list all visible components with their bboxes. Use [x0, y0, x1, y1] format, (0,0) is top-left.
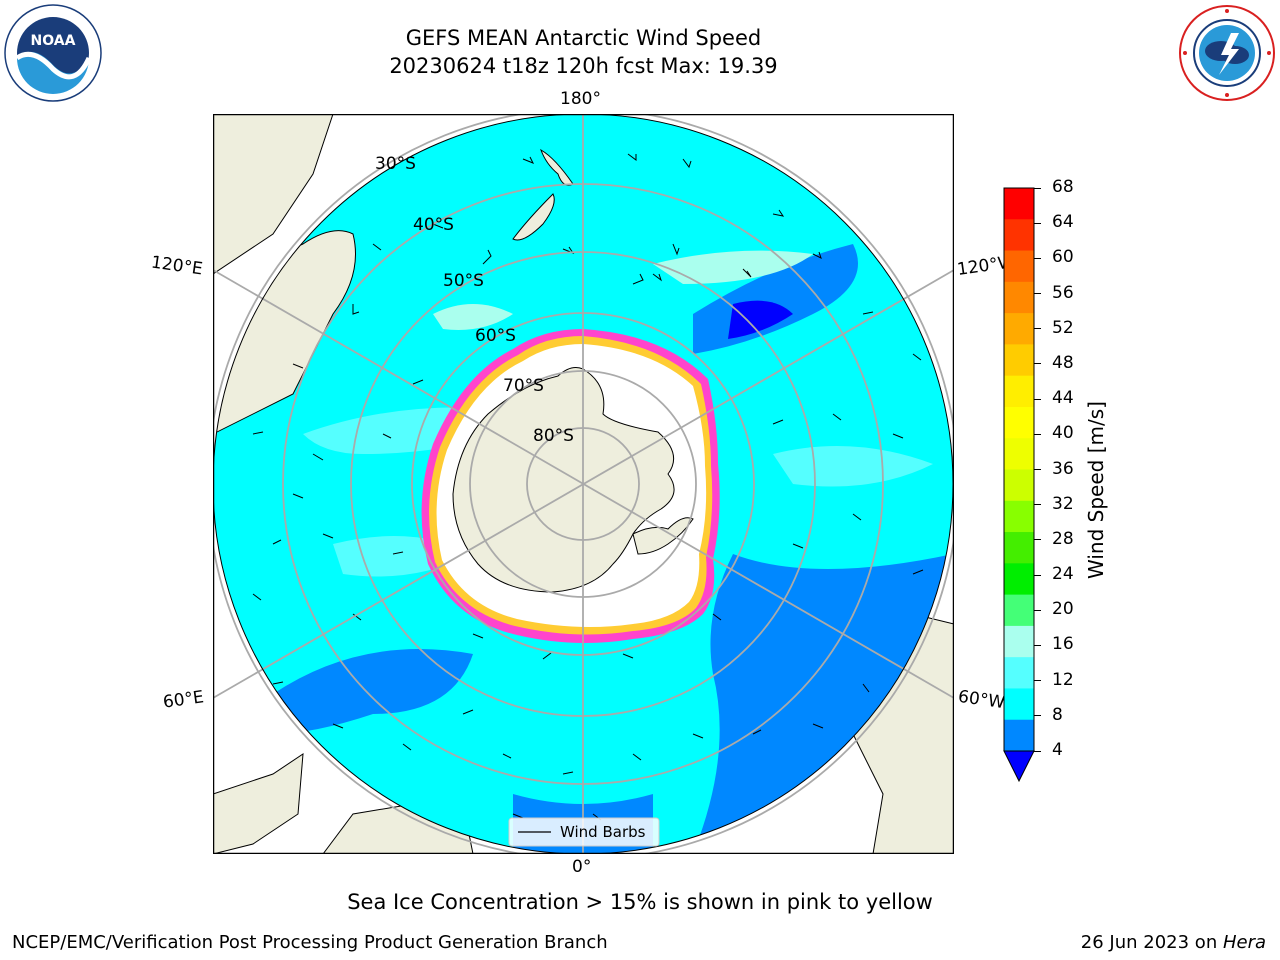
- footer-left: NCEP/EMC/Verification Post Processing Pr…: [12, 932, 608, 953]
- colorbar-tick-mark: [1034, 187, 1041, 189]
- colorbar-tick-mark: [1034, 433, 1041, 435]
- colorbar-segment: [1004, 532, 1034, 564]
- colorbar-tick-mark: [1034, 328, 1041, 330]
- colorbar-tick-label: 20: [1052, 599, 1074, 620]
- lat-label-40s: 40°S: [413, 215, 454, 235]
- lat-label-30s: 30°S: [375, 154, 416, 174]
- map-legend: Wind Barbs: [508, 817, 660, 847]
- lon-label-120e: 120°E: [149, 252, 204, 280]
- colorbar-segment: [1004, 188, 1034, 220]
- colorbar-segment: [1004, 500, 1034, 533]
- lon-label-0: 0°: [572, 857, 592, 877]
- footer-host: Hera: [1222, 932, 1266, 953]
- colorbar-tick-label: 24: [1052, 564, 1074, 585]
- colorbar-segment: [1004, 438, 1034, 470]
- colorbar-tick-mark: [1034, 680, 1041, 682]
- chart-title: GEFS MEAN Antarctic Wind Speed: [405, 26, 762, 50]
- nws-logo: [1177, 3, 1277, 103]
- colorbar-segment: [1004, 469, 1034, 502]
- caption: Sea Ice Concentration > 15% is shown in …: [347, 890, 933, 914]
- colorbar-segment: [1004, 406, 1034, 439]
- colorbar-segment: [1004, 625, 1034, 658]
- colorbar-tick-label: 64: [1052, 212, 1074, 233]
- colorbar-tick-label: 4: [1052, 740, 1063, 760]
- lon-label-60e: 60°E: [161, 687, 206, 713]
- colorbar-tick-label: 8: [1052, 704, 1063, 725]
- lat-label-80s: 80°S: [533, 426, 574, 446]
- colorbar-segment: [1004, 250, 1034, 283]
- colorbar-tick-label: 32: [1052, 493, 1074, 514]
- lat-label-60s: 60°S: [475, 326, 516, 346]
- graticule: [213, 114, 954, 854]
- colorbar-tick-mark: [1034, 293, 1041, 295]
- colorbar-tick-label: 36: [1052, 458, 1074, 479]
- polar-map: 30°S 40°S 50°S 60°S 70°S 80°S Wind Barbs: [212, 113, 955, 855]
- colorbar-tick-label: 60: [1052, 247, 1074, 268]
- noaa-logo-text: NOAA: [31, 33, 76, 49]
- chart-subtitle: 20230624 t18z 120h fcst Max: 19.39: [389, 54, 778, 78]
- legend-entry-wind-barbs: Wind Barbs: [560, 823, 646, 841]
- colorbar-tick-mark: [1034, 644, 1041, 646]
- colorbar-segment: [1004, 313, 1034, 345]
- lat-label-70s: 70°S: [503, 376, 544, 396]
- colorbar-segment: [1004, 657, 1034, 689]
- map-frame: 30°S 40°S 50°S 60°S 70°S 80°S Wind Barbs: [212, 113, 955, 855]
- colorbar-tick-mark: [1034, 398, 1041, 400]
- colorbar-tick-label: 40: [1052, 423, 1074, 444]
- colorbar-tick-mark: [1034, 257, 1041, 259]
- colorbar-segment: [1004, 688, 1034, 721]
- lon-label-60w: 60°W: [956, 686, 1007, 714]
- colorbar-tick-mark: [1034, 539, 1041, 541]
- colorbar-tick-mark: [1034, 504, 1041, 506]
- wind-barbs: [252, 153, 924, 821]
- colorbar-tick-label: 44: [1052, 388, 1074, 409]
- colorbar-tick-mark: [1034, 750, 1041, 752]
- colorbar-tick-mark: [1034, 222, 1041, 224]
- colorbar-tick-mark: [1034, 715, 1041, 717]
- colorbar-segment: [1004, 219, 1034, 252]
- colorbar-tick-label: 16: [1052, 634, 1074, 655]
- colorbar-segment: [1004, 281, 1034, 314]
- colorbar: [1000, 186, 1040, 786]
- colorbar-tick-label: 52: [1052, 317, 1074, 338]
- colorbar-tick-label: 56: [1052, 282, 1074, 303]
- colorbar-segment: [1004, 594, 1034, 627]
- colorbar-tick-label: 68: [1052, 177, 1074, 197]
- footer-right: 26 Jun 2023 on Hera: [1081, 932, 1266, 953]
- colorbar-tick-label: 12: [1052, 669, 1074, 690]
- footer-date: 26 Jun 2023 on: [1080, 932, 1223, 953]
- lon-label-180: 180°: [560, 89, 601, 109]
- colorbar-tick-mark: [1034, 609, 1041, 611]
- noaa-logo: NOAA: [3, 3, 103, 103]
- colorbar-tick-mark: [1034, 363, 1041, 365]
- colorbar-under-triangle: [1003, 750, 1035, 783]
- colorbar-segment: [1004, 563, 1034, 596]
- colorbar-tick-mark: [1034, 574, 1041, 576]
- colorbar-segment: [1004, 375, 1034, 408]
- colorbar-label: Wind Speed [m/s]: [1084, 401, 1108, 579]
- lat-label-50s: 50°S: [443, 271, 484, 291]
- colorbar-segment: [1004, 719, 1034, 752]
- colorbar-label-wrap: Wind Speed [m/s]: [1076, 401, 1116, 579]
- colorbar-tick-mark: [1034, 469, 1041, 470]
- colorbar-tick-label: 28: [1052, 528, 1074, 549]
- colorbar-segment: [1004, 344, 1034, 377]
- colorbar-tick-label: 48: [1052, 352, 1074, 373]
